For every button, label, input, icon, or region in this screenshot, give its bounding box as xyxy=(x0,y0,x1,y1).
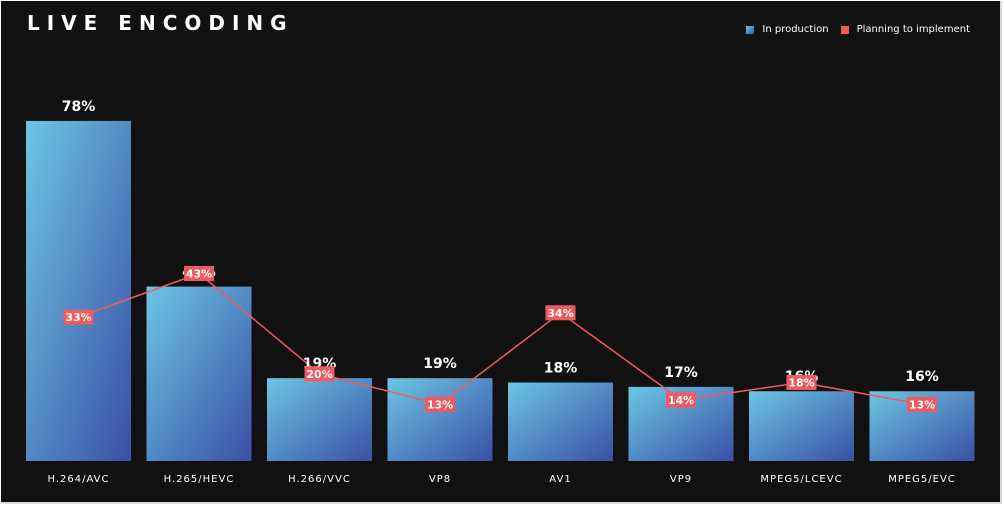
bar-3 xyxy=(387,378,493,461)
planning-marker-2 xyxy=(304,366,335,382)
bar-value-label: 19% xyxy=(423,356,457,372)
planning-marker-0 xyxy=(63,309,94,325)
legend-label-planning: Planning to implement xyxy=(856,24,970,35)
legend: In production Planning to implement xyxy=(734,24,970,35)
bar-2 xyxy=(267,378,372,461)
legend-item-production: In production xyxy=(746,24,829,35)
legend-label-production: In production xyxy=(762,24,829,35)
line-layer xyxy=(78,272,923,406)
chart-title: LIVE ENCODING xyxy=(27,11,294,35)
planning-marker-7 xyxy=(907,396,937,412)
bar-value-label: 17% xyxy=(664,365,698,381)
category-label: H.265/HEVC xyxy=(164,474,235,485)
bar-value-label: 78% xyxy=(62,99,96,115)
planning-value-label: 33% xyxy=(65,311,91,324)
bar-0 xyxy=(26,120,131,462)
planning-marker-4 xyxy=(545,305,576,321)
category-label: MPEG5/EVC xyxy=(888,474,956,485)
legend-item-planning: Planning to implement xyxy=(840,24,970,35)
planning-marker-3 xyxy=(425,396,455,412)
planning-value-label: 13% xyxy=(427,398,453,411)
bar-6 xyxy=(749,391,854,461)
legend-swatch-production xyxy=(746,25,755,34)
bar-value-label: 16% xyxy=(905,369,939,385)
planning-value-label: 14% xyxy=(668,394,694,407)
category-label: H.264/AVC xyxy=(47,474,109,485)
planning-marker-6 xyxy=(786,375,817,391)
legend-swatch-planning xyxy=(840,25,849,34)
planning-value-label: 43% xyxy=(186,268,212,281)
planning-value-label: 13% xyxy=(909,398,935,411)
category-label: VP9 xyxy=(670,474,692,485)
planning-marker-1 xyxy=(184,266,214,282)
bar-value-label: 18% xyxy=(544,361,578,377)
bar-1 xyxy=(146,286,252,461)
planning-value-label: 20% xyxy=(306,368,332,381)
category-label: MPEG5/LCEVC xyxy=(760,474,842,485)
category-label: VP8 xyxy=(429,474,451,485)
bars-layer xyxy=(26,120,975,462)
planning-line xyxy=(78,272,923,406)
category-label: H.266/VVC xyxy=(288,474,351,485)
planning-marker-5 xyxy=(666,392,696,408)
bar-4 xyxy=(508,382,613,461)
labels-layer: 78%H.264/AVC40%H.265/HEVC19%H.266/VVC19%… xyxy=(47,99,956,485)
planning-value-label: 34% xyxy=(547,307,573,320)
category-label: AV1 xyxy=(549,474,571,485)
planning-value-label: 18% xyxy=(788,377,814,390)
